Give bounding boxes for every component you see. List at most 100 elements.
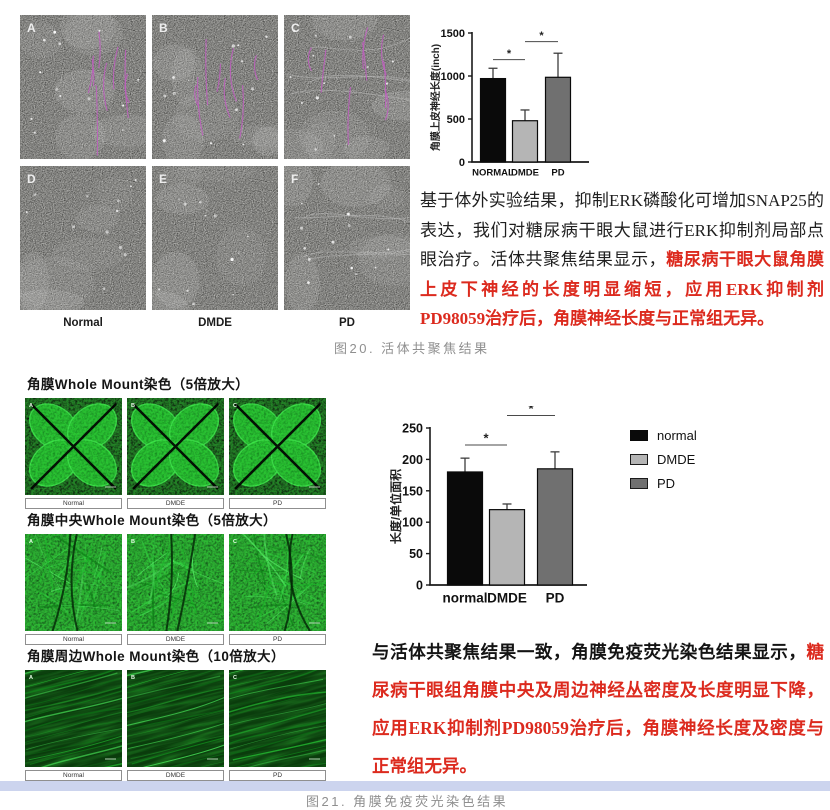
central-section: 角膜中央Whole Mount染色（5倍放大） A B C Normal DMDE …	[25, 513, 333, 645]
section-header: 角膜Whole Mount染色（5倍放大）	[27, 377, 250, 392]
legend-label: PD	[657, 476, 676, 491]
svg-text:C: C	[233, 539, 237, 545]
section-header: 角膜周边Whole Mount染色（10倍放大）	[27, 649, 285, 664]
section-header: 角膜中央Whole Mount染色（5倍放大）	[27, 513, 277, 528]
fluorescence-panel-C: C	[229, 670, 326, 767]
fluorescence-sections: 角膜Whole Mount染色（5倍放大） A B C Normal DMDE PD…	[25, 377, 333, 785]
svg-text:角膜上皮神经长度(inch): 角膜上皮神经长度(inch)	[429, 44, 442, 151]
svg-text:E: E	[159, 172, 167, 186]
label-box-pd: PD	[229, 498, 326, 509]
fluorescence-image-row: A B C	[25, 534, 333, 631]
column-label-dmde: DMDE	[198, 317, 232, 329]
svg-text:PD: PD	[546, 591, 565, 606]
svg-text:B: B	[131, 539, 135, 545]
fluorescence-panel-B: B	[127, 398, 224, 495]
svg-text:A: A	[29, 403, 33, 409]
svg-text:*: *	[539, 30, 544, 42]
label-box-dmde: DMDE	[127, 634, 224, 645]
svg-text:50: 50	[409, 547, 423, 561]
fluorescence-panel-A: A	[25, 534, 122, 631]
wholemount-section: 角膜Whole Mount染色（5倍放大） A B C Normal DMDE PD	[25, 377, 333, 509]
selection-highlight-strip	[0, 781, 830, 791]
legend-item-normal: normal	[630, 428, 697, 443]
fluorescence-image-row: A B C	[25, 398, 333, 495]
legend-item-pd: PD	[630, 476, 697, 491]
svg-text:C: C	[291, 21, 300, 35]
fluorescence-panel-A: A	[25, 670, 122, 767]
svg-text:150: 150	[402, 484, 423, 498]
fig20-result-paragraph: 基于体外实验结果，抑制ERK磷酸化可增加SNAP25的表达，我们对糖尿病干眼大鼠…	[420, 186, 824, 334]
fluorescence-image-row: A B C	[25, 670, 333, 767]
svg-text:normal: normal	[442, 591, 487, 606]
label-box-normal: Normal	[25, 770, 122, 781]
fig20-text-black: 基于体外实验结果，抑制ERK磷酸化可增加SNAP25的表达，我们对糖尿病干眼大鼠…	[420, 191, 824, 269]
svg-text:PD: PD	[551, 168, 564, 179]
confocal-micrograph-panel-A: A	[20, 15, 146, 159]
confocal-micrograph-grid: A B C D E F	[20, 15, 410, 310]
svg-text:1500: 1500	[441, 28, 465, 40]
svg-text:A: A	[29, 539, 33, 545]
fluorescence-panel-B: B	[127, 670, 224, 767]
label-box-normal: Normal	[25, 498, 122, 509]
legend-label: normal	[657, 428, 697, 443]
svg-text:200: 200	[402, 453, 423, 467]
svg-text:B: B	[159, 21, 168, 35]
svg-text:C: C	[233, 675, 237, 681]
svg-text:F: F	[291, 172, 298, 186]
confocal-micrograph-panel-B: B	[152, 15, 278, 159]
confocal-micrograph-panel-E: E	[152, 166, 278, 310]
svg-text:A: A	[27, 21, 36, 35]
svg-text:D: D	[27, 172, 36, 186]
fluorescence-panel-C: C	[229, 398, 326, 495]
svg-text:B: B	[131, 403, 135, 409]
confocal-micrograph-panel-C: C	[284, 15, 410, 159]
svg-text:*: *	[483, 430, 489, 445]
svg-text:DMDE: DMDE	[487, 591, 527, 606]
svg-text:C: C	[233, 403, 237, 409]
fluorescence-panel-A: A	[25, 398, 122, 495]
image-label-row: Normal DMDE PD	[25, 634, 333, 645]
svg-text:1000: 1000	[441, 71, 465, 83]
fig20-text-red-highlight: 糖尿病干眼大鼠角膜上皮下神经的长度明显缩短，应用ERK抑制剂PD98059治疗后…	[420, 250, 825, 328]
svg-text:B: B	[131, 675, 135, 681]
confocal-micrograph-panel-D: D	[20, 166, 146, 310]
svg-text:A: A	[29, 675, 33, 681]
fig20-column-labels: Normal DMDE PD	[20, 317, 410, 329]
svg-text:*: *	[528, 406, 534, 416]
fig21-text-black: 与活体共聚焦结果一致，角膜免疫荧光染色结果显示，	[372, 642, 807, 662]
legend-swatch-black	[630, 430, 648, 441]
fluorescence-panel-C: C	[229, 534, 326, 631]
svg-text:长度/单位面积: 长度/单位面积	[390, 469, 403, 544]
svg-text:500: 500	[447, 114, 465, 126]
label-box-dmde: DMDE	[127, 770, 224, 781]
label-box-pd: PD	[229, 770, 326, 781]
fig20-caption: 图20. 活体共聚焦结果	[334, 341, 490, 356]
legend-item-dmde: DMDE	[630, 452, 697, 467]
chart-legend: normal DMDE PD	[630, 428, 697, 491]
image-label-row: Normal DMDE PD	[25, 770, 333, 781]
label-box-pd: PD	[229, 634, 326, 645]
svg-text:0: 0	[459, 157, 465, 169]
svg-text:DMDE: DMDE	[511, 168, 539, 179]
svg-text:100: 100	[402, 516, 423, 530]
svg-text:0: 0	[416, 579, 423, 593]
peripheral-section: 角膜周边Whole Mount染色（10倍放大） A B C Normal DMDE…	[25, 649, 333, 781]
column-label-normal: Normal	[63, 317, 103, 329]
label-box-normal: Normal	[25, 634, 122, 645]
column-label-pd: PD	[339, 317, 355, 329]
label-box-dmde: DMDE	[127, 498, 224, 509]
fig21-result-paragraph: 与活体共聚焦结果一致，角膜免疫荧光染色结果显示，糖尿病干眼组角膜中央及周边神经丛…	[372, 633, 824, 785]
image-label-row: Normal DMDE PD	[25, 498, 333, 509]
legend-swatch-lightgray	[630, 454, 648, 465]
fig21-text-red-highlight: 糖尿病干眼组角膜中央及周边神经丛密度及长度明显下降，应用ERK抑制剂PD9805…	[372, 642, 824, 776]
svg-text:NORMAL: NORMAL	[472, 168, 514, 179]
legend-swatch-darkgray	[630, 478, 648, 489]
svg-text:*: *	[507, 48, 512, 60]
fig21-caption: 图21. 角膜免疫荧光染色结果	[306, 794, 509, 809]
legend-label: DMDE	[657, 452, 696, 467]
fluorescence-panel-B: B	[127, 534, 224, 631]
svg-text:250: 250	[402, 422, 423, 436]
confocal-micrograph-panel-F: F	[284, 166, 410, 310]
